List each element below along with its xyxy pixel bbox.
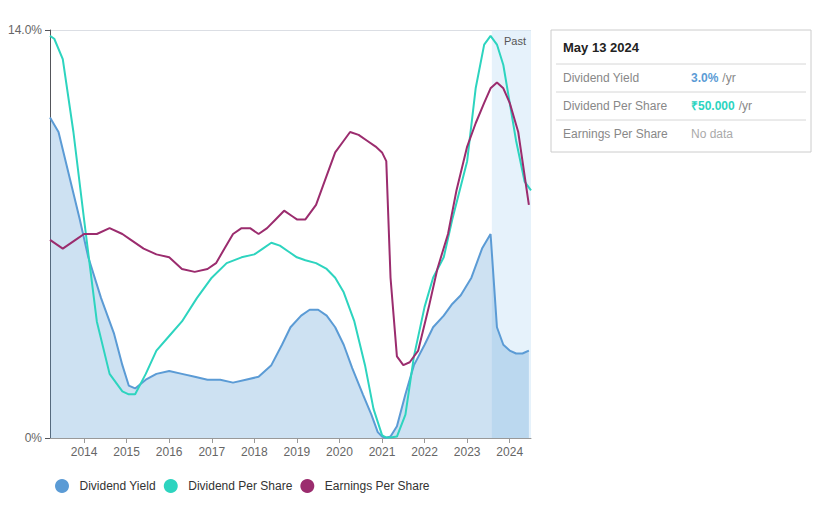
svg-text:Past: Past bbox=[504, 35, 526, 47]
svg-text:2021: 2021 bbox=[369, 445, 396, 459]
svg-text:/yr: /yr bbox=[739, 99, 752, 113]
svg-text:0%: 0% bbox=[25, 431, 43, 445]
svg-text:2018: 2018 bbox=[241, 445, 268, 459]
svg-text:2022: 2022 bbox=[411, 445, 438, 459]
svg-text:2024: 2024 bbox=[496, 445, 523, 459]
svg-text:Dividend Yield: Dividend Yield bbox=[563, 71, 639, 85]
svg-text:Dividend Per Share: Dividend Per Share bbox=[188, 479, 292, 493]
svg-text:2015: 2015 bbox=[113, 445, 140, 459]
svg-text:2014: 2014 bbox=[71, 445, 98, 459]
svg-text:14.0%: 14.0% bbox=[8, 23, 42, 37]
svg-text:Earnings Per Share: Earnings Per Share bbox=[325, 479, 430, 493]
svg-text:Dividend Per Share: Dividend Per Share bbox=[563, 99, 667, 113]
svg-text:2023: 2023 bbox=[454, 445, 481, 459]
svg-text:Earnings Per Share: Earnings Per Share bbox=[563, 127, 668, 141]
svg-text:No data: No data bbox=[691, 127, 733, 141]
svg-text:2019: 2019 bbox=[284, 445, 311, 459]
svg-text:2020: 2020 bbox=[326, 445, 353, 459]
svg-text:2017: 2017 bbox=[198, 445, 225, 459]
svg-text:2016: 2016 bbox=[156, 445, 183, 459]
svg-text:3.0%: 3.0% bbox=[691, 71, 719, 85]
svg-text:/yr: /yr bbox=[722, 71, 735, 85]
svg-text:May 13 2024: May 13 2024 bbox=[563, 40, 640, 55]
svg-text:₹50.000: ₹50.000 bbox=[691, 99, 735, 113]
svg-text:Dividend Yield: Dividend Yield bbox=[80, 479, 156, 493]
